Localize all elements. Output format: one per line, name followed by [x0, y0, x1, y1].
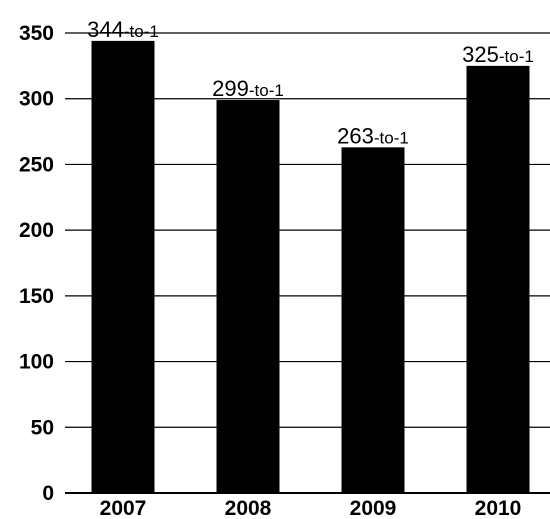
x-tick-label: 2010 [475, 497, 522, 519]
data-label: 263-to-1 [337, 123, 409, 148]
bars [91, 40, 530, 494]
data-label: 325-to-1 [462, 42, 534, 67]
y-tick-label: 200 [19, 219, 54, 242]
bar [466, 65, 530, 493]
data-label-suffix: -to-1 [124, 22, 159, 41]
data-label: 344-to-1 [87, 17, 159, 42]
x-axis-tick-labels: 2007 2008 2009 2010 [100, 497, 522, 519]
y-tick-label: 250 [19, 153, 54, 176]
y-tick-label: 350 [19, 22, 54, 45]
data-label-suffix: -to-1 [249, 81, 284, 100]
data-label-number: 299 [212, 76, 249, 101]
y-tick-label: 100 [19, 351, 54, 374]
x-tick-label: 2007 [100, 497, 147, 519]
data-label-suffix: -to-1 [374, 128, 409, 147]
x-tick-label: 2008 [225, 497, 272, 519]
data-label-number: 325 [462, 42, 499, 67]
data-label-number: 344 [87, 17, 124, 42]
data-label: 299-to-1 [212, 76, 284, 101]
bar [91, 40, 155, 494]
data-label-suffix: -to-1 [499, 47, 534, 66]
y-axis-tick-labels: 0 50 100 150 200 250 300 350 [19, 22, 54, 505]
x-tick-label: 2009 [350, 497, 397, 519]
y-tick-label: 300 [19, 88, 54, 111]
data-label-number: 263 [337, 123, 374, 148]
bar [341, 147, 405, 494]
y-tick-label: 50 [31, 416, 54, 439]
y-tick-label: 150 [19, 285, 54, 308]
y-tick-label: 0 [42, 482, 54, 505]
bar [216, 100, 280, 494]
